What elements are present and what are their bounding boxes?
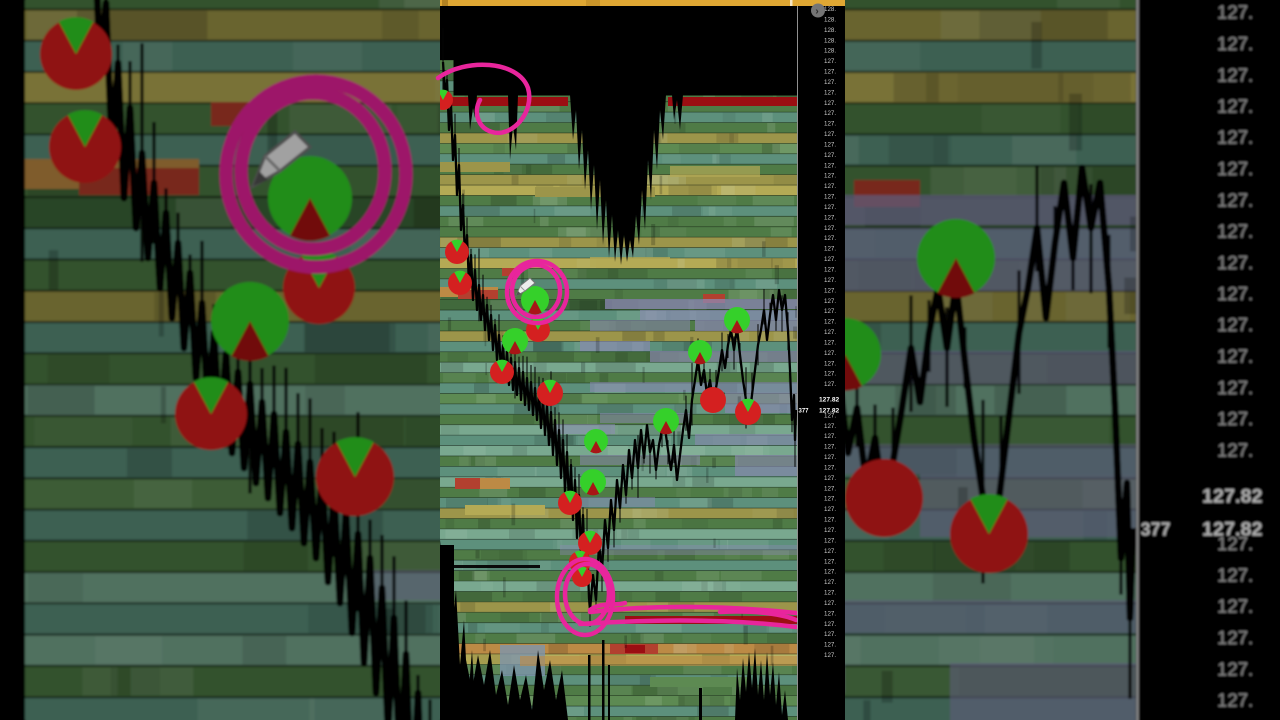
main-video[interactable] — [433, 0, 845, 720]
background-fill-right — [845, 0, 1280, 720]
background-fill-left — [0, 0, 440, 720]
